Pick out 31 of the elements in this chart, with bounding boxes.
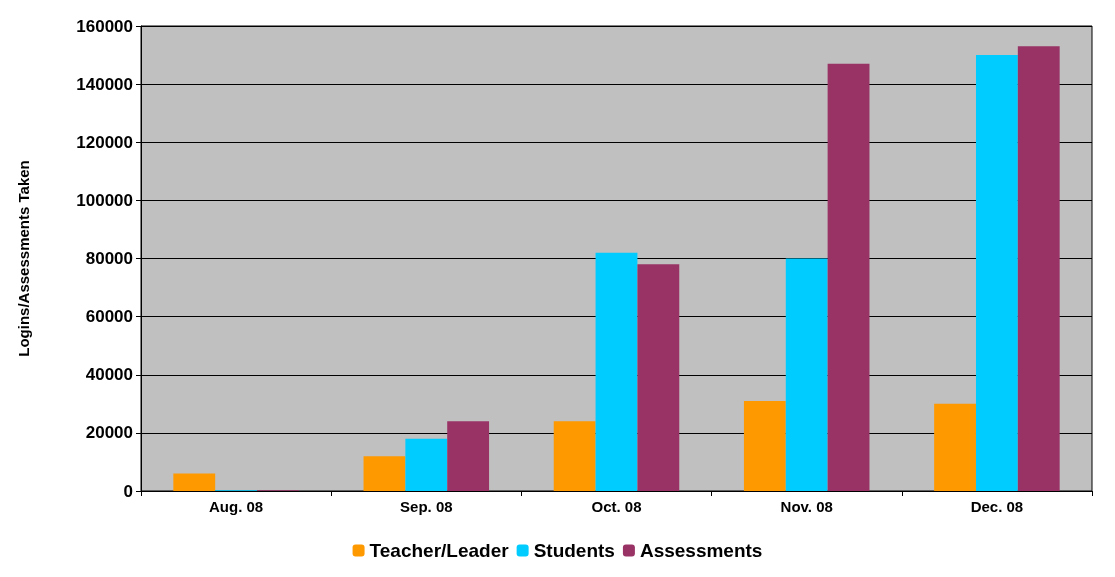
x-tick-label: Oct. 08 [591, 498, 642, 515]
bar [785, 258, 828, 491]
bar [595, 252, 638, 491]
bar [173, 473, 216, 491]
bar [553, 421, 596, 491]
x-tick-label: Dec. 08 [970, 498, 1024, 515]
y-tick-label: 120000 [76, 132, 133, 152]
x-tick-label: Nov. 08 [780, 498, 833, 515]
bar [637, 264, 680, 491]
bar [743, 400, 786, 491]
y-tick-label: 0 [123, 481, 133, 501]
bar [827, 63, 870, 491]
legend-label: Assessments [639, 540, 763, 561]
y-tick-label: 80000 [85, 249, 133, 268]
bar [405, 438, 448, 491]
y-tick-label: 60000 [85, 307, 133, 327]
y-axis-title: Logins/Assessments Taken [15, 160, 32, 357]
bar [934, 403, 976, 491]
y-tick-label: 140000 [76, 74, 133, 94]
x-tick-label: Sep. 08 [400, 498, 453, 515]
x-tick-label: Aug. 08 [209, 498, 264, 515]
legend-label: Students [533, 540, 615, 561]
legend-label: Teacher/Leader [369, 540, 510, 561]
y-tick-label: 160000 [76, 16, 133, 36]
bar [447, 421, 490, 491]
bar [363, 456, 406, 491]
y-tick-label: 40000 [85, 365, 133, 385]
y-tick-label: 20000 [85, 423, 133, 443]
bar [975, 55, 1018, 491]
bar [1017, 46, 1060, 491]
y-tick-label: 100000 [76, 190, 133, 210]
